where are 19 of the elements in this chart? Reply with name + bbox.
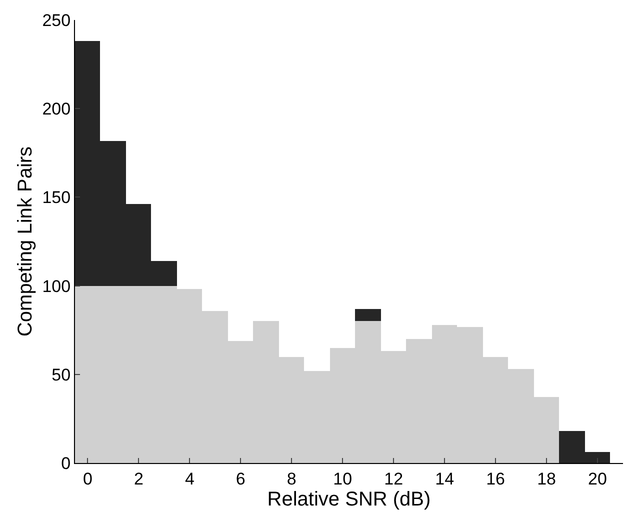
x-tick-label: 16 [486,469,506,488]
x-tick-label: 20 [588,469,607,488]
x-tick-label: 2 [134,469,144,488]
x-axis-title: Relative SNR (dB) [267,488,431,510]
x-tick-label: 12 [384,469,404,488]
x-tick-label: 0 [83,469,92,488]
y-tick-label: 250 [42,10,71,30]
x-tick-label: 6 [236,469,246,488]
x-tick-label: 10 [333,469,352,488]
x-tick-label: 8 [286,469,296,488]
y-tick-label: 100 [42,276,71,296]
x-tick-label: 18 [537,469,556,488]
y-tick-label: 150 [42,188,71,208]
y-axis-title: Competing Link Pairs [14,146,37,337]
x-tick-label: 14 [435,469,454,488]
y-tick-label: 50 [52,365,71,384]
y-tick-label: 200 [42,100,71,119]
y-tick-label: 0 [61,454,71,473]
x-tick-label: 4 [184,469,194,488]
